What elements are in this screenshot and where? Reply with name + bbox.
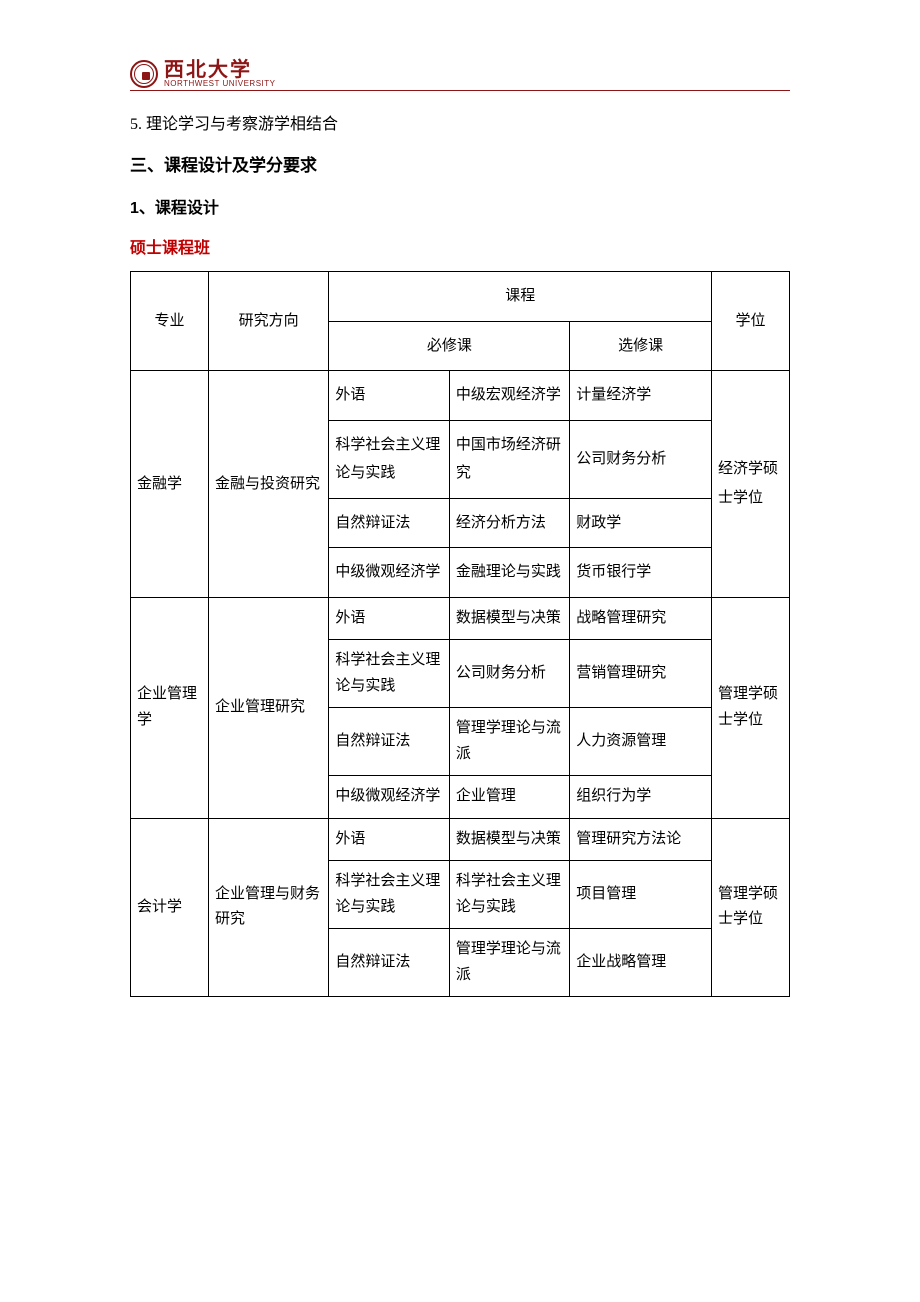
cell-required: 自然辩证法 [329,498,449,548]
university-seal-icon [130,60,158,88]
cell-required: 中级宏观经济学 [449,371,569,421]
cell-degree: 管理学硕士学位 [712,597,790,818]
table-row: 会计学 企业管理与财务研究 外语 数据模型与决策 管理研究方法论 管理学硕士学位 [131,818,790,861]
cell-required: 科学社会主义理论与实践 [329,640,449,708]
cell-required: 数据模型与决策 [449,818,569,861]
th-degree: 学位 [712,272,790,371]
page-header: 西北大学 NORTHWEST UNIVERSITY [130,60,790,91]
th-major: 专业 [131,272,209,371]
cell-elective: 货币银行学 [570,548,712,598]
cell-required: 经济分析方法 [449,498,569,548]
cell-elective: 计量经济学 [570,371,712,421]
cell-required: 企业管理 [449,776,569,819]
logo-text: 西北大学 NORTHWEST UNIVERSITY [164,60,276,88]
cell-elective: 管理研究方法论 [570,818,712,861]
cell-elective: 战略管理研究 [570,597,712,640]
cell-required: 公司财务分析 [449,640,569,708]
table-title: 硕士课程班 [130,233,790,265]
cell-direction: 金融与投资研究 [208,371,328,598]
th-required: 必修课 [329,321,570,371]
cell-required: 外语 [329,818,449,861]
th-direction: 研究方向 [208,272,328,371]
cell-required: 自然辩证法 [329,708,449,776]
list-item-5: 5. 理论学习与考察游学相结合 [130,109,790,141]
cell-elective: 公司财务分析 [570,420,712,498]
cell-required: 管理学理论与流派 [449,929,569,997]
cell-elective: 财政学 [570,498,712,548]
cell-required: 金融理论与实践 [449,548,569,598]
cell-elective: 项目管理 [570,861,712,929]
cell-degree: 经济学硕士学位 [712,371,790,598]
cell-elective: 企业战略管理 [570,929,712,997]
cell-direction: 企业管理研究 [208,597,328,818]
cell-major: 金融学 [131,371,209,598]
cell-required: 自然辩证法 [329,929,449,997]
cell-required: 数据模型与决策 [449,597,569,640]
section-heading-3: 三、课程设计及学分要求 [130,149,790,183]
cell-required: 管理学理论与流派 [449,708,569,776]
table-row: 金融学 金融与投资研究 外语 中级宏观经济学 计量经济学 经济学硕士学位 [131,371,790,421]
cell-required: 中国市场经济研究 [449,420,569,498]
cell-elective: 营销管理研究 [570,640,712,708]
cell-elective: 人力资源管理 [570,708,712,776]
cell-major: 企业管理学 [131,597,209,818]
cell-required: 科学社会主义理论与实践 [449,861,569,929]
cell-required: 科学社会主义理论与实践 [329,420,449,498]
table-row: 企业管理学 企业管理研究 外语 数据模型与决策 战略管理研究 管理学硕士学位 [131,597,790,640]
table-header-row: 专业 研究方向 课程 学位 [131,272,790,322]
th-course: 课程 [329,272,712,322]
cell-required: 科学社会主义理论与实践 [329,861,449,929]
curriculum-table: 专业 研究方向 课程 学位 必修课 选修课 金融学 金融与投资研究 外语 中级宏… [130,271,790,997]
th-elective: 选修课 [570,321,712,371]
cell-required: 外语 [329,597,449,640]
university-name-en: NORTHWEST UNIVERSITY [164,80,276,88]
cell-degree: 管理学硕士学位 [712,818,790,997]
cell-required: 中级微观经济学 [329,776,449,819]
document-body: 5. 理论学习与考察游学相结合 三、课程设计及学分要求 1、课程设计 硕士课程班… [130,109,790,997]
cell-direction: 企业管理与财务研究 [208,818,328,997]
subsection-heading-1: 1、课程设计 [130,193,790,225]
cell-major: 会计学 [131,818,209,997]
cell-elective: 组织行为学 [570,776,712,819]
university-name-cn: 西北大学 [164,60,276,80]
cell-required: 外语 [329,371,449,421]
cell-required: 中级微观经济学 [329,548,449,598]
